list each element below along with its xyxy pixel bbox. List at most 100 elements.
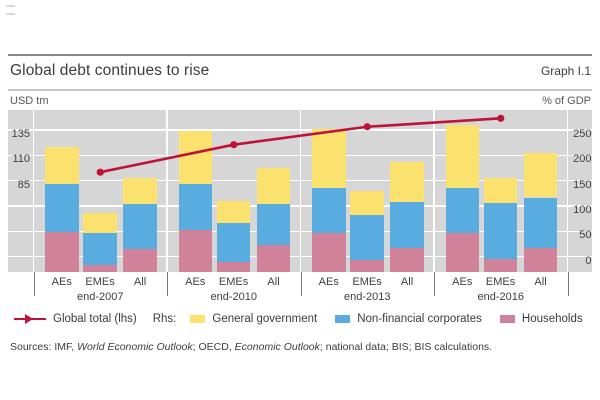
group-label: end-2007: [77, 291, 124, 303]
bar-end-2016-all-households: [523, 248, 558, 272]
line-marker: [497, 114, 505, 122]
legend-label-households: Households: [521, 313, 583, 325]
group-separator: [32, 110, 35, 272]
line-marker: [96, 168, 104, 176]
left-axis-unit: USD tm: [10, 95, 49, 107]
source-publication: Economic Outlook: [234, 341, 320, 353]
group-label: end-2013: [344, 291, 391, 303]
legend-label-global-total: Global total (lhs): [53, 313, 137, 325]
bar-end-2010-emes-households: [216, 261, 251, 272]
bar-end-2010-emes-general-government: [216, 201, 251, 224]
chart-area: 135 110 85 250 200 150 100 50 0 AEs EMEs All end-200…: [8, 110, 592, 303]
bar-end-2007-all-general-government: [123, 177, 157, 205]
category-label: EMEs: [85, 276, 115, 288]
legend-item-global-total: Global total (lhs): [14, 313, 137, 325]
left-axis-tick-110: 110: [12, 153, 30, 166]
legend-label-non-financial-corporates: Non-financial corporates: [357, 313, 482, 325]
left-axis-tick-135: 135: [11, 128, 30, 140]
bar-end-2010-all-general-government: [256, 167, 291, 205]
bar-end-2010-emes-non-financial-corporates: [216, 223, 251, 262]
bar-end-2013-all-households: [390, 247, 424, 272]
bar-end-2016-emes-households: [483, 258, 518, 272]
category-label: All: [534, 276, 547, 288]
category-label: All: [133, 276, 147, 288]
category-label: AEs: [452, 276, 473, 288]
source-publication: World Economic Outlook: [77, 341, 193, 353]
bar-end-2013-emes-general-government: [350, 190, 384, 215]
group-separator: [433, 110, 435, 272]
source-text: Sources: IMF,: [10, 341, 78, 353]
bar-end-2016-aes-households: [445, 233, 479, 272]
left-axis-tick-85: 85: [17, 178, 30, 191]
bar-end-2010-all-households: [256, 245, 291, 272]
header-divider: [8, 89, 592, 91]
bar-end-2013-emes-households: [350, 259, 384, 272]
page-artifact: [6, 5, 15, 15]
right-axis-unit: % of GDP: [542, 95, 591, 107]
bar-end-2016-all-general-government: [523, 152, 558, 198]
legend-swatch-non-financial-corporates: [335, 315, 351, 323]
bar-end-2007-aes-general-government: [45, 146, 79, 185]
bar-end-2016-all-non-financial-corporates: [523, 197, 558, 249]
legend-item-non-financial-corporates: Non-financial corporates: [335, 313, 482, 325]
bar-end-2013-aes-general-government: [312, 128, 346, 189]
axis-tick: [33, 272, 35, 296]
bar-end-2013-aes-non-financial-corporates: [312, 188, 346, 234]
bar-end-2007-emes-non-financial-corporates: [83, 233, 117, 265]
chart-title: Global debt continues to rise: [10, 62, 210, 79]
category-label: EMEs: [218, 276, 249, 288]
right-axis-tick-250: 250: [573, 128, 592, 140]
bar-end-2007-aes-households: [45, 231, 79, 272]
bar-end-2010-all-non-financial-corporates: [256, 204, 291, 246]
line-legend-marker: [14, 314, 46, 324]
right-axis-tick-100: 100: [573, 204, 592, 217]
top-rule: [8, 54, 592, 56]
group-separator: [566, 110, 569, 272]
arrow-right-icon: [25, 314, 33, 324]
axis-tick: [300, 272, 302, 296]
right-axis-tick-0: 0: [585, 254, 592, 267]
axis-units-row: USD tm % of GDP: [10, 95, 591, 107]
legend-label-general-government: General government: [212, 313, 318, 325]
figure-header: Global debt continues to rise Graph I.1: [10, 62, 591, 80]
axis-tick: [434, 272, 435, 296]
category-label: AEs: [318, 276, 339, 288]
bar-end-2016-aes-general-government: [445, 124, 479, 189]
group-separator: [166, 110, 168, 272]
category-label: EMEs: [485, 276, 516, 288]
bar-end-2016-emes-non-financial-corporates: [483, 203, 518, 259]
bar-end-2016-emes-general-government: [483, 177, 518, 204]
group-separator: [299, 110, 302, 272]
bar-end-2013-all-general-government: [390, 162, 424, 202]
right-axis-tick-50: 50: [579, 229, 592, 242]
line-marker: [230, 141, 238, 149]
bar-end-2010-aes-non-financial-corporates: [178, 184, 212, 230]
right-axis-tick-150: 150: [573, 178, 592, 191]
bar-end-2010-aes-households: [178, 229, 212, 272]
category-label: All: [400, 276, 414, 288]
bar-end-2007-all-households: [123, 249, 157, 272]
bar-end-2007-aes-non-financial-corporates: [45, 184, 79, 232]
bar-end-2013-emes-non-financial-corporates: [350, 214, 384, 260]
bar-end-2013-all-non-financial-corporates: [390, 201, 424, 248]
chart-legend: Global total (lhs) Rhs: General governme…: [14, 313, 583, 325]
bar-end-2010-aes-general-government: [178, 130, 212, 185]
bar-end-2007-emes-households: [83, 264, 117, 272]
category-label: AEs: [185, 276, 206, 288]
group-label: end-2010: [210, 291, 258, 303]
source-text: ; national data; BIS; BIS calculations.: [319, 341, 493, 353]
legend-swatch-general-government: [190, 315, 206, 323]
bar-end-2013-aes-households: [312, 233, 346, 272]
axis-tick: [167, 272, 168, 296]
legend-swatch-households: [499, 315, 515, 323]
category-label: AEs: [51, 276, 72, 288]
category-label: All: [267, 276, 280, 288]
source-text: ; OECD,: [192, 341, 235, 353]
right-axis-tick-200: 200: [573, 153, 592, 166]
bar-end-2016-aes-non-financial-corporates: [445, 188, 479, 234]
legend-rhs-prefix: Rhs:: [152, 313, 177, 325]
legend-item-general-government: General government: [190, 313, 317, 325]
sources-note: Sources: IMF, World Economic Outlook; OE…: [10, 341, 592, 353]
graph-number: Graph I.1: [540, 64, 591, 78]
